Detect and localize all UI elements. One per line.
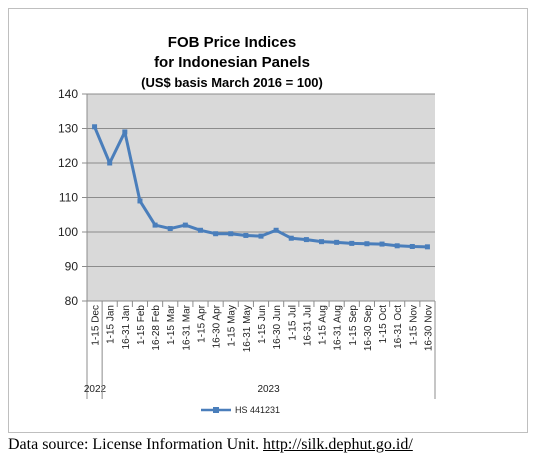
data-source-prefix: Data source: License Information Unit. — [8, 436, 264, 453]
y-tick-label: 120 — [58, 156, 78, 170]
data-point — [424, 244, 430, 250]
data-point — [107, 160, 113, 166]
data-point — [303, 237, 309, 243]
y-tick-label: 90 — [65, 260, 79, 274]
data-point — [349, 240, 355, 246]
x-tick-label: 16-31 Jul — [302, 305, 313, 346]
data-source-note: Data source: License Information Unit. h… — [8, 436, 533, 454]
y-tick-label: 100 — [58, 225, 78, 239]
data-point — [364, 241, 370, 247]
data-point — [319, 239, 325, 245]
data-source-link[interactable]: http://silk.dephut.go.id/ — [263, 436, 413, 453]
year-labels: 2022 2023 — [84, 307, 436, 399]
x-tick-label: 16-30 Apr — [212, 304, 223, 348]
x-tick-label: 16-31 Jan — [121, 305, 132, 349]
data-point — [394, 243, 400, 249]
data-point — [182, 222, 188, 228]
y-tick-label: 140 — [58, 87, 78, 101]
chart-title-line-2: for Indonesian Panels — [154, 54, 310, 71]
data-point — [152, 222, 158, 228]
x-tick-label: 16-31 May — [242, 305, 253, 352]
x-tick-label: 1-15 Nov — [408, 305, 419, 346]
chart-subtitle: (US$ basis March 2016 = 100) — [141, 75, 323, 90]
x-tick-label: 1-15 Apr — [196, 304, 207, 342]
data-point — [197, 227, 203, 233]
x-tick-label: 16-31 Mar — [181, 304, 192, 350]
data-point — [409, 243, 415, 249]
x-tick-label: 1-15 Jun — [257, 305, 268, 344]
data-point — [213, 231, 219, 237]
x-tick-label: 1-15 Mar — [166, 304, 177, 345]
chart-frame: FOB Price Indices for Indonesian Panels … — [8, 8, 528, 433]
x-tick-label: 16-30 Nov — [423, 305, 434, 351]
x-tick-label: 1-15 Oct — [378, 305, 389, 344]
x-tick-label: 1-15 Dec — [91, 305, 102, 346]
y-tick-label: 130 — [58, 122, 78, 136]
data-point — [379, 241, 385, 247]
legend: HS 441231 — [201, 405, 280, 415]
x-tick-label: 1-15 May — [227, 305, 238, 347]
x-tick-label: 16-28 Feb — [151, 305, 162, 351]
x-tick-label: 1-15 Feb — [136, 305, 147, 345]
y-tick-label: 110 — [59, 191, 78, 205]
y-tick-label: 80 — [65, 294, 79, 308]
data-point — [334, 239, 340, 245]
year-label: 2023 — [257, 384, 280, 395]
data-point — [288, 235, 294, 241]
x-tick-label: 16-30 Sep — [363, 305, 374, 352]
y-tick-labels: 80 90 100 110 120 130 140 — [58, 87, 78, 308]
data-point — [258, 233, 264, 239]
x-tick-label: 1-15 Aug — [318, 305, 329, 345]
chart-title-line-1: FOB Price Indices — [168, 34, 296, 51]
data-point — [122, 129, 128, 135]
data-point — [137, 198, 143, 204]
data-point — [243, 232, 249, 238]
data-point — [92, 124, 98, 130]
legend-label: HS 441231 — [235, 405, 280, 415]
legend-point-marker — [213, 407, 219, 413]
year-label: 2022 — [84, 384, 107, 395]
x-tick-label: 1-15 Jul — [287, 305, 298, 341]
x-tick-label: 16-30 Jun — [272, 305, 283, 349]
data-point — [228, 231, 234, 237]
fob-price-chart: FOB Price Indices for Indonesian Panels … — [58, 34, 436, 415]
axes — [86, 94, 436, 307]
data-point — [167, 226, 173, 232]
x-tick-label: 1-15 Sep — [348, 305, 359, 346]
data-point — [273, 227, 279, 233]
x-tick-label: 16-31 Aug — [333, 305, 344, 351]
series-hs-441231 — [92, 124, 430, 250]
x-tick-label: 16-31 Oct — [393, 305, 404, 349]
x-tick-labels: 1-15 Dec 1-15 Jan 16-31 Jan 1-15 Feb 16-28 F… — [91, 304, 435, 352]
x-tick-label: 1-15 Jan — [106, 305, 117, 344]
